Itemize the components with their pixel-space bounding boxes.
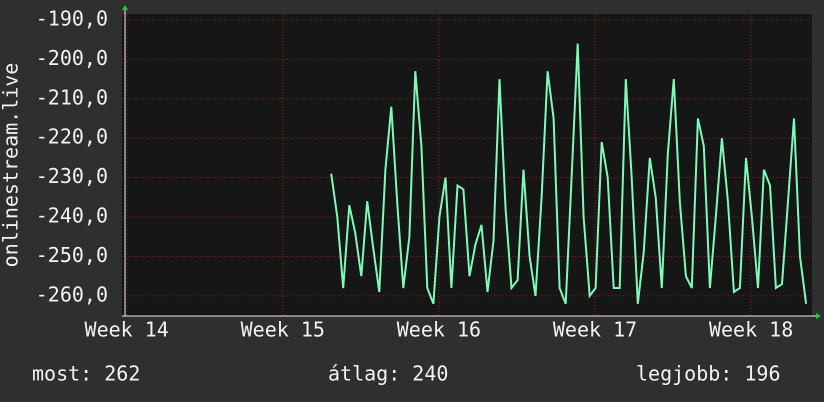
y-tick-label: -240,0 [36, 204, 108, 228]
x-tick-label: Week 16 [397, 318, 481, 342]
footer-average: átlag: 240 [328, 362, 448, 386]
x-tick-label: Week 15 [241, 318, 325, 342]
footer-best: legjobb: 196 [636, 362, 781, 386]
y-tick-label: -230,0 [36, 164, 108, 188]
x-tick-label: Week 18 [709, 318, 793, 342]
y-axis-label: onlinestream.live [0, 63, 23, 268]
y-tick-label: -200,0 [36, 46, 108, 70]
x-tick-label: Week 14 [85, 318, 169, 342]
series-line [330, 43, 808, 305]
y-tick-label: -190,0 [36, 6, 108, 30]
axis-arrow [816, 313, 821, 319]
y-tick-label: -250,0 [36, 243, 108, 267]
y-tick-label: -260,0 [36, 282, 108, 306]
footer-current: most: 262 [32, 362, 140, 386]
axis-arrow [122, 5, 128, 10]
y-tick-label: -210,0 [36, 85, 108, 109]
y-tick-label: -220,0 [36, 125, 108, 149]
x-tick-label: Week 17 [553, 318, 637, 342]
